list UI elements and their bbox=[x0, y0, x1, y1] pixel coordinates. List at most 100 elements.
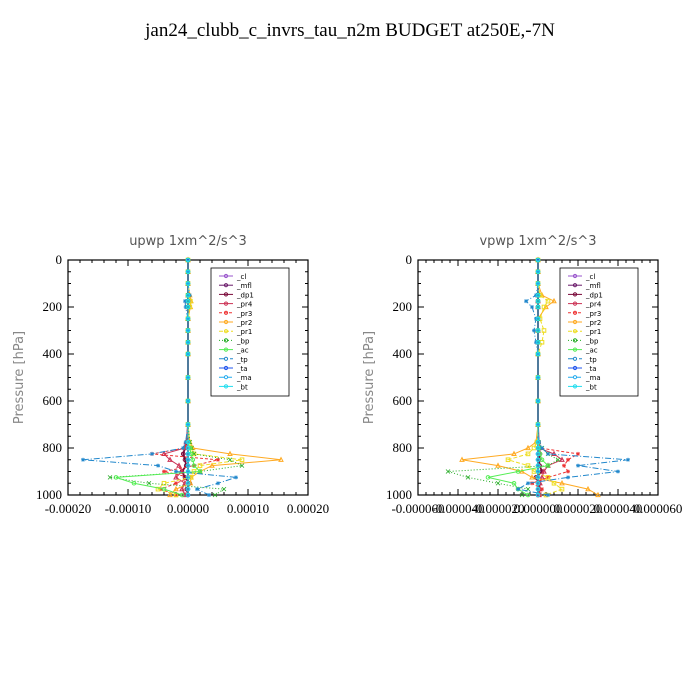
data-point bbox=[161, 480, 167, 486]
data-point bbox=[191, 451, 197, 457]
legend-label: _pr2 bbox=[585, 319, 601, 327]
series-group bbox=[445, 256, 630, 498]
y-tick-label: 0 bbox=[406, 252, 413, 267]
data-point bbox=[535, 316, 541, 322]
legend-label: _pr4 bbox=[585, 301, 602, 309]
x-tick-label: -0.000020 bbox=[471, 501, 524, 516]
data-point bbox=[535, 339, 541, 345]
data-point bbox=[545, 475, 551, 480]
data-point bbox=[595, 491, 601, 498]
x-tick-label: 0.00000 bbox=[167, 501, 209, 516]
y-axis-label: Pressure [hPa] bbox=[362, 331, 377, 424]
legend-marker bbox=[572, 292, 578, 297]
data-point bbox=[540, 487, 544, 492]
data-point bbox=[185, 328, 191, 333]
data-point bbox=[185, 492, 191, 498]
data-point bbox=[535, 480, 541, 486]
data-point bbox=[566, 475, 570, 480]
legend-label: _ma bbox=[585, 374, 601, 382]
data-point bbox=[559, 479, 565, 486]
data-point bbox=[535, 375, 541, 380]
data-point bbox=[181, 446, 186, 450]
data-point bbox=[183, 299, 187, 304]
data-point bbox=[174, 481, 178, 486]
y-tick-label: 800 bbox=[43, 440, 63, 455]
legend-label: _mfl bbox=[585, 282, 601, 290]
data-point bbox=[530, 481, 534, 486]
data-point bbox=[107, 475, 113, 480]
data-point bbox=[541, 468, 547, 474]
data-point bbox=[209, 462, 215, 468]
legend-label: _bp bbox=[236, 337, 250, 345]
data-point bbox=[529, 474, 535, 480]
data-point bbox=[505, 457, 511, 463]
data-point bbox=[156, 463, 160, 468]
data-point bbox=[185, 257, 191, 263]
y-tick-label: 400 bbox=[393, 346, 413, 361]
data-point bbox=[535, 298, 541, 304]
data-point bbox=[585, 485, 591, 492]
data-point bbox=[540, 446, 544, 450]
data-point bbox=[179, 485, 185, 492]
legend-label: _bp bbox=[585, 337, 599, 345]
data-point bbox=[185, 351, 191, 357]
y-tick-label: 200 bbox=[393, 299, 413, 314]
data-point bbox=[216, 481, 220, 486]
legend-marker bbox=[572, 283, 578, 288]
x-tick-label: -0.000040 bbox=[431, 501, 484, 516]
legend-marker bbox=[572, 347, 578, 352]
data-point bbox=[495, 462, 501, 468]
legend-marker bbox=[223, 273, 229, 279]
data-point bbox=[551, 450, 557, 456]
data-point bbox=[185, 469, 191, 474]
data-point bbox=[185, 445, 191, 451]
legend-label: _bt bbox=[585, 383, 597, 391]
data-point bbox=[227, 450, 233, 456]
legend-marker bbox=[572, 365, 578, 371]
data-point bbox=[167, 491, 173, 498]
x-tick-label: 0.000000 bbox=[514, 501, 563, 516]
data-point bbox=[495, 480, 501, 486]
data-point bbox=[278, 456, 284, 462]
data-point bbox=[185, 398, 191, 404]
data-point bbox=[519, 492, 525, 498]
legend-box bbox=[559, 267, 639, 397]
data-point bbox=[576, 451, 580, 456]
legend-marker bbox=[572, 273, 578, 279]
legend-box bbox=[210, 267, 290, 397]
data-point bbox=[173, 485, 179, 492]
data-point bbox=[524, 299, 528, 304]
data-point bbox=[535, 475, 541, 480]
data-point bbox=[566, 469, 570, 474]
data-point bbox=[559, 456, 565, 462]
x-tick-label: 0.00020 bbox=[287, 501, 329, 516]
legend: _cl_mfl_dp1_pr4_pr3_pr2_pr1_bp_ac_tp_ta_… bbox=[210, 267, 290, 397]
x-tick-label: -0.000060 bbox=[391, 501, 444, 516]
data-point bbox=[459, 456, 465, 462]
legend-label: _pr1 bbox=[236, 328, 252, 336]
data-point bbox=[616, 469, 620, 474]
data-point bbox=[576, 463, 580, 468]
data-point bbox=[551, 480, 557, 486]
data-point bbox=[191, 463, 197, 468]
data-point bbox=[234, 475, 238, 480]
data-point bbox=[541, 328, 547, 333]
data-point bbox=[511, 450, 517, 456]
data-point bbox=[485, 475, 491, 480]
data-point bbox=[535, 422, 541, 427]
data-point bbox=[535, 451, 541, 457]
data-point bbox=[179, 492, 185, 498]
data-point bbox=[545, 463, 551, 468]
data-point bbox=[167, 456, 173, 462]
data-point bbox=[239, 463, 245, 468]
y-axis-label: Pressure [hPa] bbox=[12, 331, 27, 424]
legend-marker bbox=[223, 338, 229, 343]
data-point bbox=[183, 440, 188, 445]
data-point bbox=[207, 493, 211, 497]
data-point bbox=[197, 469, 203, 474]
x-tick-label: 0.00010 bbox=[227, 501, 269, 516]
legend-label: _pr4 bbox=[236, 301, 253, 309]
legend-marker bbox=[572, 375, 578, 380]
data-point bbox=[161, 486, 167, 492]
